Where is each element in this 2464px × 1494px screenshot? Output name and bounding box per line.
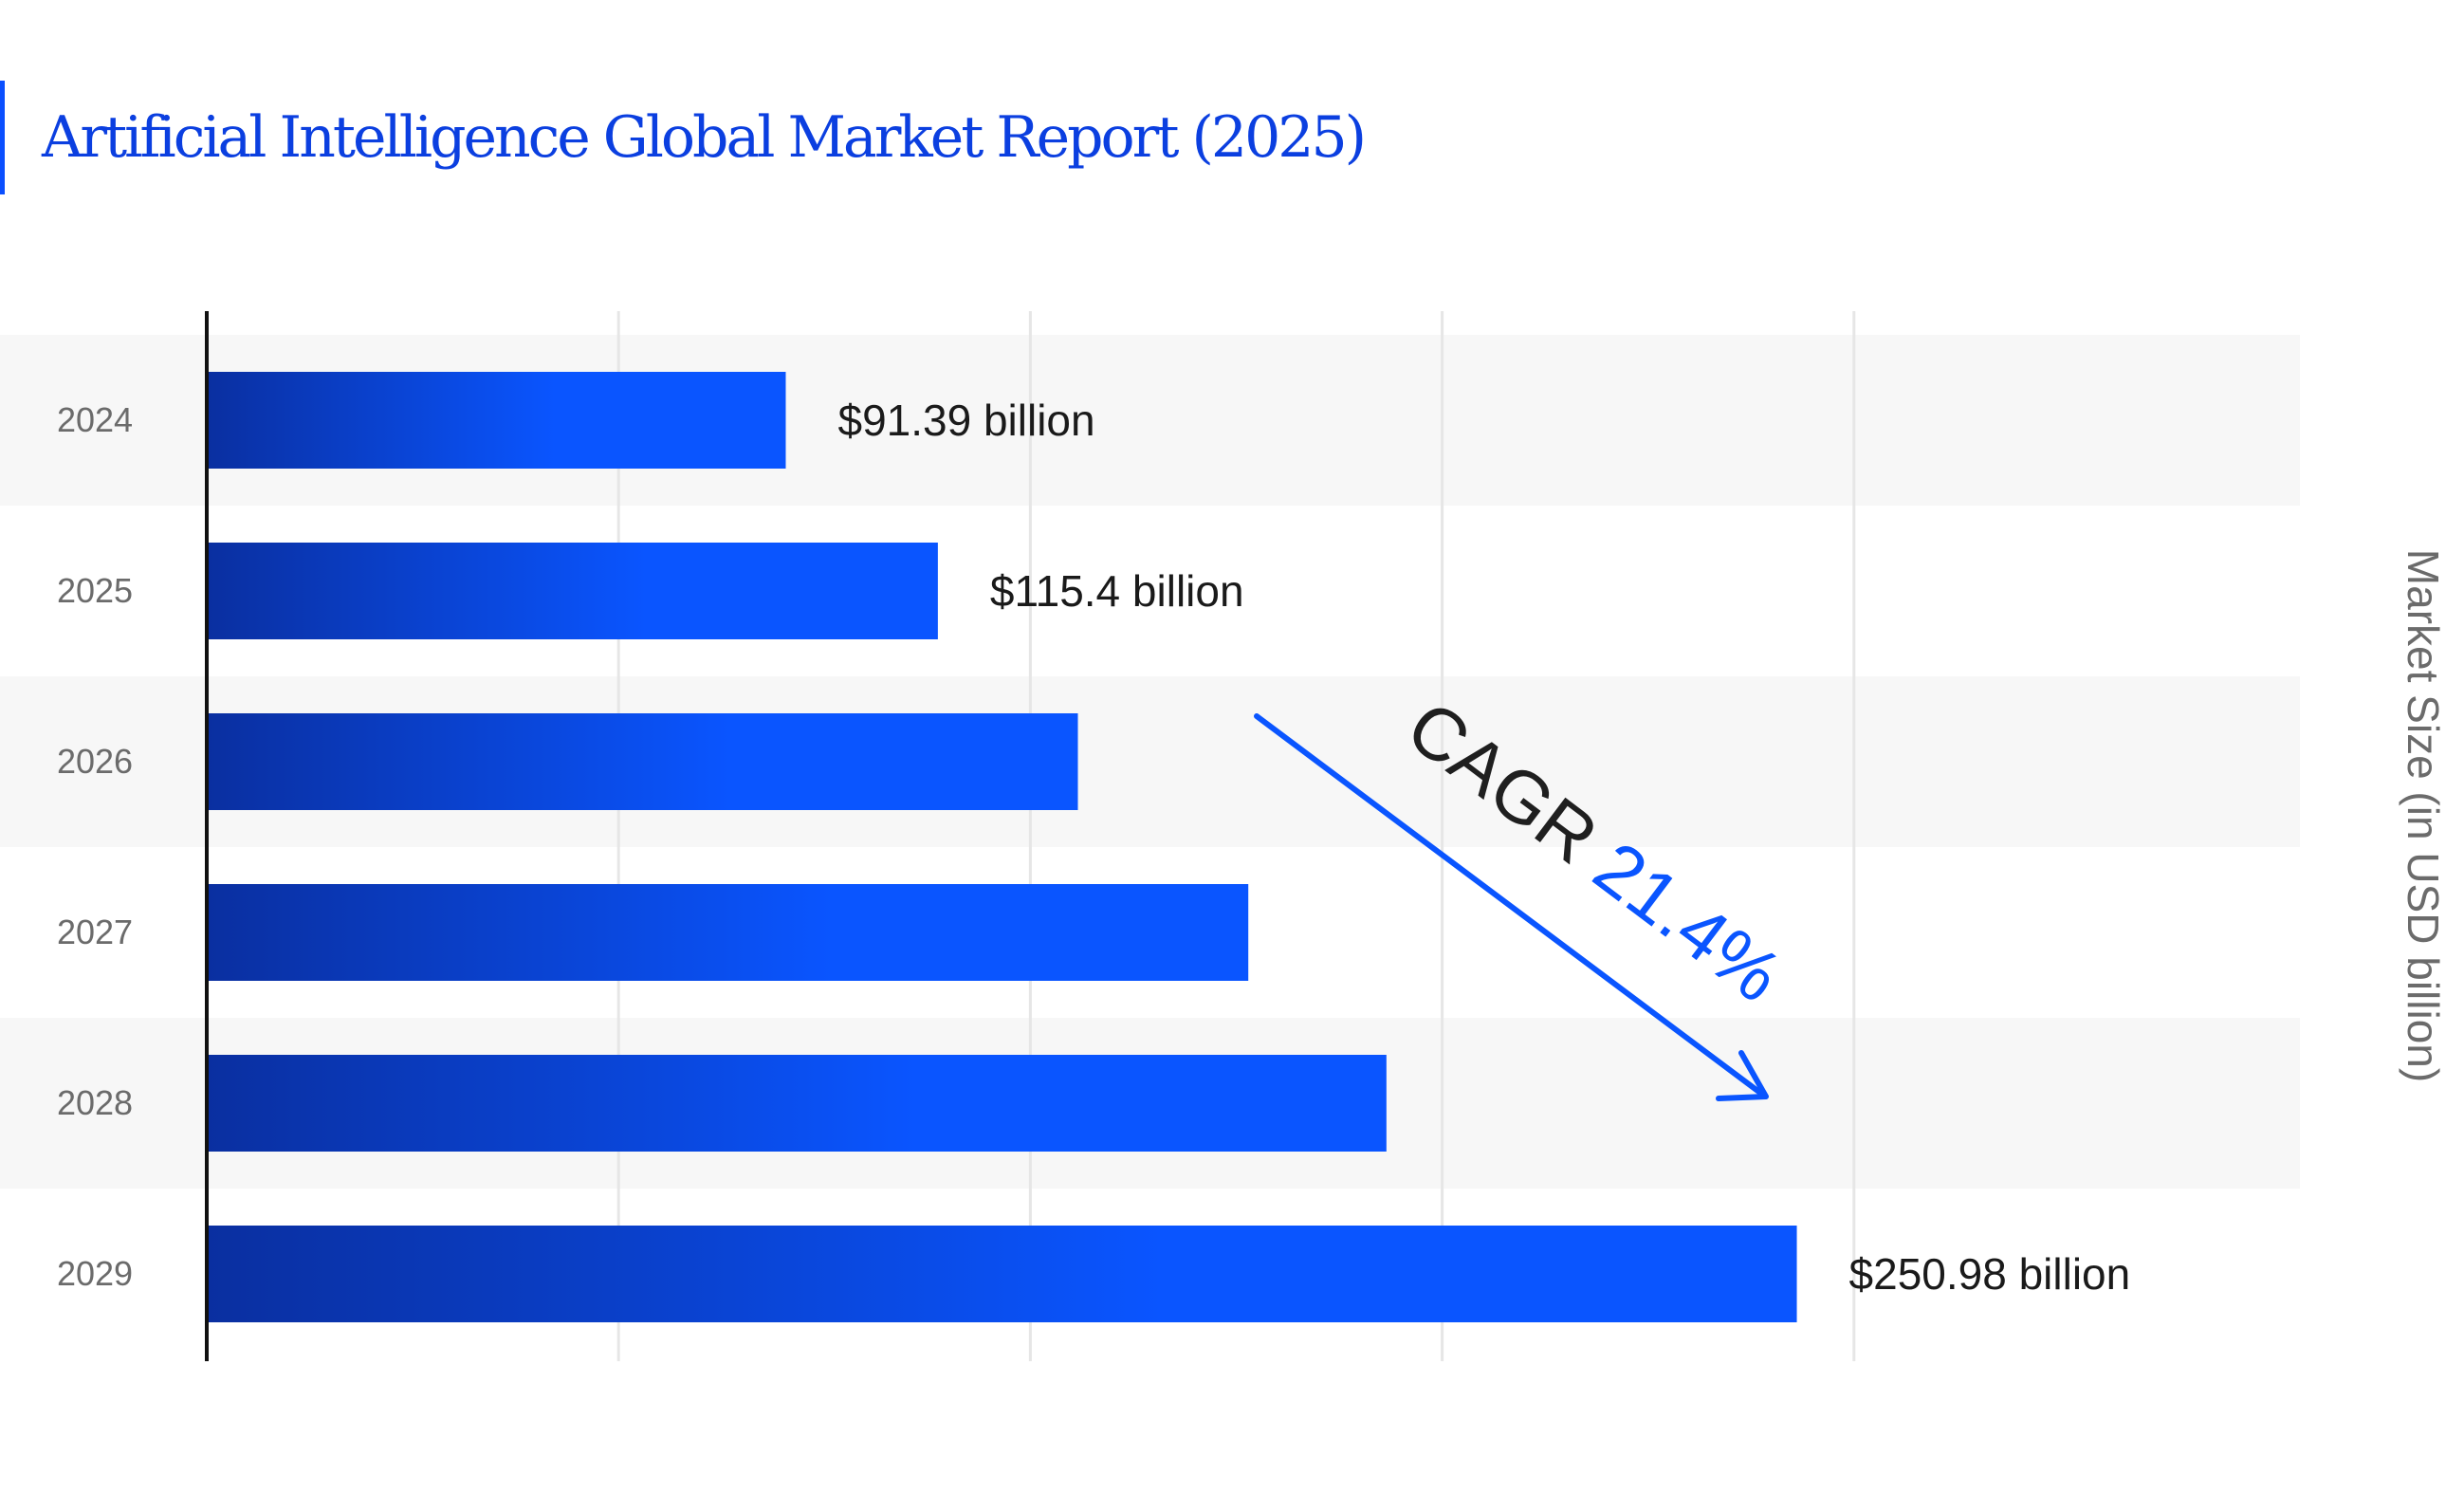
title-accent-bar: [0, 81, 5, 194]
axis-label-market-size: Market Size (in USD billion): [2399, 548, 2448, 1083]
tick-label-2026: 2026: [57, 742, 133, 781]
cagr-value: 21.4%: [1579, 825, 1797, 1018]
data-label-2025: $115.4 billion: [990, 566, 1244, 616]
bar-2025: [207, 543, 938, 639]
tick-label-2027: 2027: [57, 913, 133, 951]
cagr-arrow-shaft: [1254, 713, 1767, 1098]
tick-label-2028: 2028: [57, 1083, 133, 1122]
tick-label-2029: 2029: [57, 1254, 133, 1293]
gridlines: [616, 311, 1856, 1361]
bars: [207, 372, 1797, 1322]
bar-2029: [207, 1226, 1797, 1322]
chart-title: Artificial Intelligence Global Market Re…: [42, 104, 1367, 171]
data-labels: $91.39 billion $115.4 billion $250.98 bill…: [837, 396, 2130, 1299]
bar-2028: [207, 1055, 1387, 1152]
data-label-2024: $91.39 billion: [837, 396, 1094, 445]
category-tick-labels: 2024 2025 2026 2027 2028 2029: [57, 400, 133, 1293]
tick-label-2025: 2025: [57, 571, 133, 610]
tick-label-2024: 2024: [57, 400, 133, 439]
cagr-arrowhead-icon: [1716, 1050, 1769, 1101]
data-label-2029: $250.98 billion: [1849, 1249, 2131, 1299]
bar-2026: [207, 713, 1078, 810]
bar-2027: [207, 884, 1249, 981]
bar-2024: [207, 372, 786, 469]
